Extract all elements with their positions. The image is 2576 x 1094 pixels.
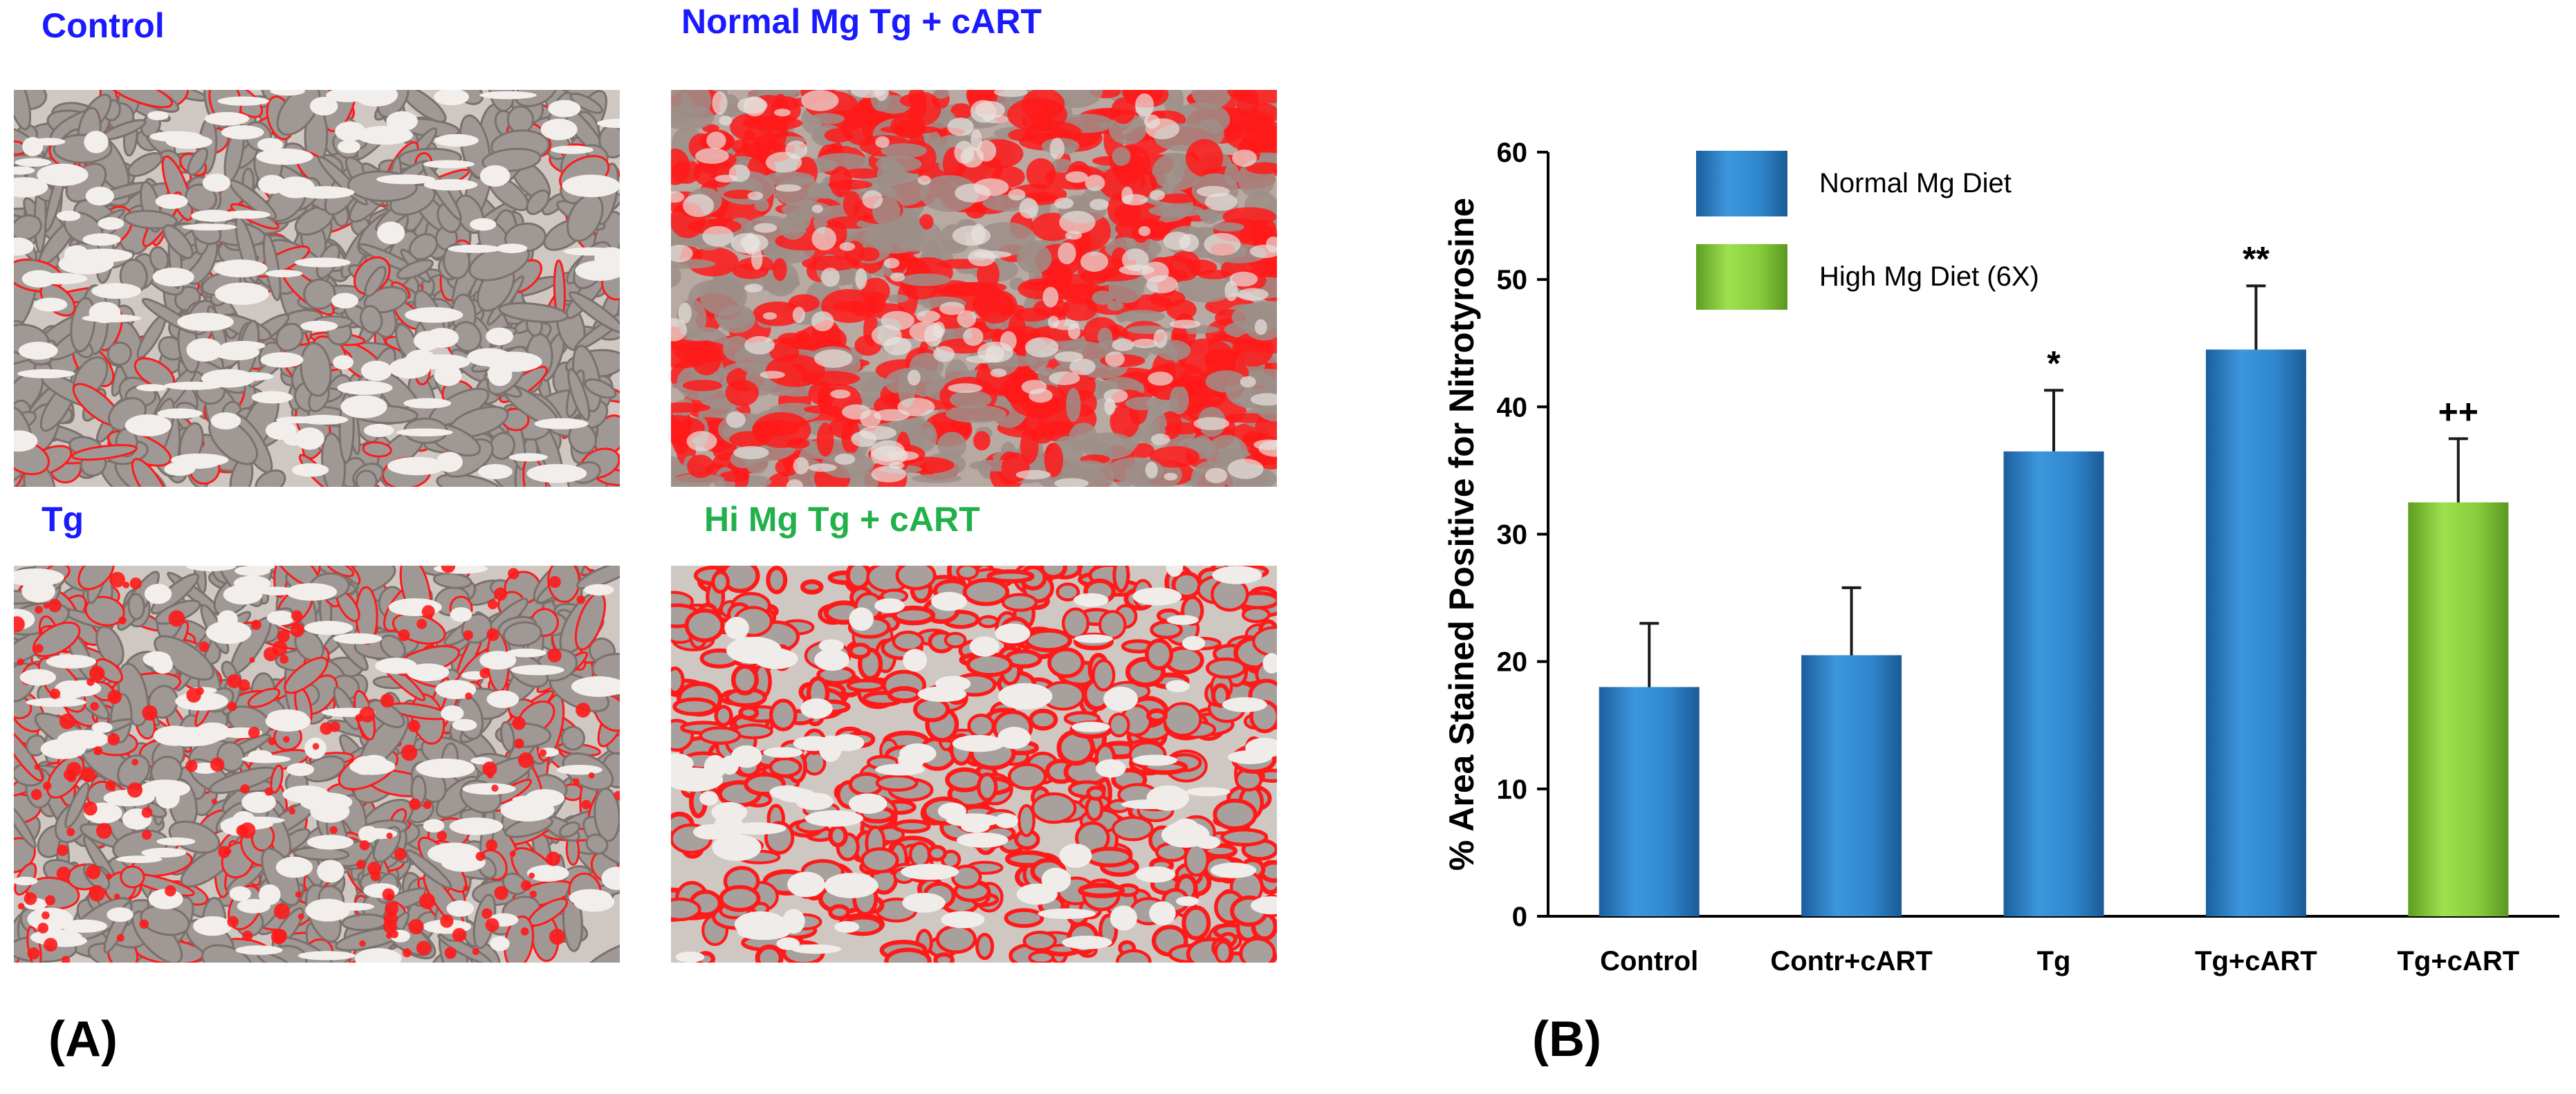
panel-letter-b: (B) [1532,1012,1601,1067]
legend-swatch-normal [1696,151,1787,216]
y-tick-label: 40 [1497,392,1528,423]
y-tick-label: 50 [1497,265,1528,295]
panel-letter-a: (A) [48,1012,118,1067]
y-tick-label: 60 [1497,138,1528,168]
y-tick-label: 20 [1497,647,1528,678]
x-tick-label-5: Tg+cART [2397,946,2519,976]
significance-label-4: ** [2243,239,2270,278]
x-tick-label-1: Control [1600,946,1698,976]
y-axis-title: % Area Stained Positive for Nitrotyrosin… [1442,198,1481,871]
micrograph-texture [14,90,620,487]
bar-chart: 0 10 20 30 40 50 60 % Area Stained Positive for… [1442,138,2559,976]
micrograph-hi-mg-tg-cart [671,566,1277,963]
y-tick-label: 0 [1512,902,1527,932]
significance-label-3: * [2047,344,2061,382]
bar-2 [1801,655,1902,916]
legend-swatch-high [1696,244,1787,310]
y-tick-label: 10 [1497,775,1528,805]
micrograph-label-tg: Tg [42,500,84,539]
legend-label-normal: Normal Mg Diet [1819,168,2012,198]
y-tick-label: 30 [1497,520,1528,550]
bar-1 [1599,687,1700,916]
x-tick-label-2: Contr+cART [1770,946,1932,976]
bar-3 [2003,451,2104,916]
micrograph-label-hi-mg-tg-cart: Hi Mg Tg + cART [704,500,980,539]
micrograph-texture [671,90,1277,487]
micrograph-texture [14,566,620,963]
x-tick-label-4: Tg+cART [2195,946,2317,976]
micrograph-tg [14,566,620,963]
micrograph-control [14,90,620,487]
micrograph-label-normal-mg-tg-cart: Normal Mg Tg + cART [681,2,1042,41]
bar-4 [2205,349,2306,916]
micrograph-normal-mg-tg-cart [671,90,1277,487]
significance-label-5: ++ [2438,392,2478,431]
micrograph-label-control: Control [42,6,165,45]
bar-5 [2408,502,2509,916]
legend-label-high: High Mg Diet (6X) [1819,261,2039,292]
micrograph-texture [671,566,1277,963]
x-tick-label-3: Tg [2037,946,2071,976]
